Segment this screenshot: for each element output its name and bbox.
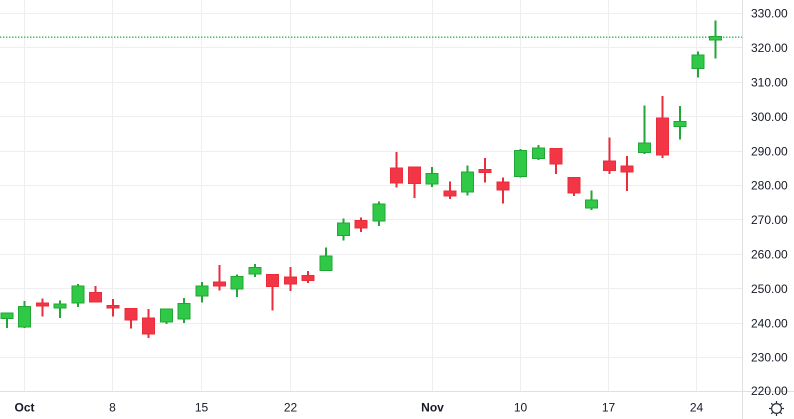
svg-text:270.00: 270.00: [751, 213, 788, 227]
svg-text:330.00: 330.00: [751, 7, 788, 21]
svg-text:Oct: Oct: [14, 401, 34, 415]
svg-text:15: 15: [195, 401, 209, 415]
svg-text:260.00: 260.00: [751, 248, 788, 262]
svg-text:10: 10: [514, 401, 528, 415]
svg-text:300.00: 300.00: [751, 110, 788, 124]
svg-text:17: 17: [602, 401, 616, 415]
svg-text:250.00: 250.00: [751, 282, 788, 296]
svg-text:24: 24: [690, 401, 704, 415]
svg-text:310.00: 310.00: [751, 76, 788, 90]
svg-text:320.00: 320.00: [751, 41, 788, 55]
svg-text:22: 22: [284, 401, 298, 415]
svg-text:8: 8: [109, 401, 116, 415]
svg-text:220.00: 220.00: [751, 384, 788, 398]
svg-text:230.00: 230.00: [751, 351, 788, 365]
svg-text:290.00: 290.00: [751, 144, 788, 158]
svg-text:Nov: Nov: [421, 401, 444, 415]
svg-text:240.00: 240.00: [751, 316, 788, 330]
svg-text:280.00: 280.00: [751, 179, 788, 193]
